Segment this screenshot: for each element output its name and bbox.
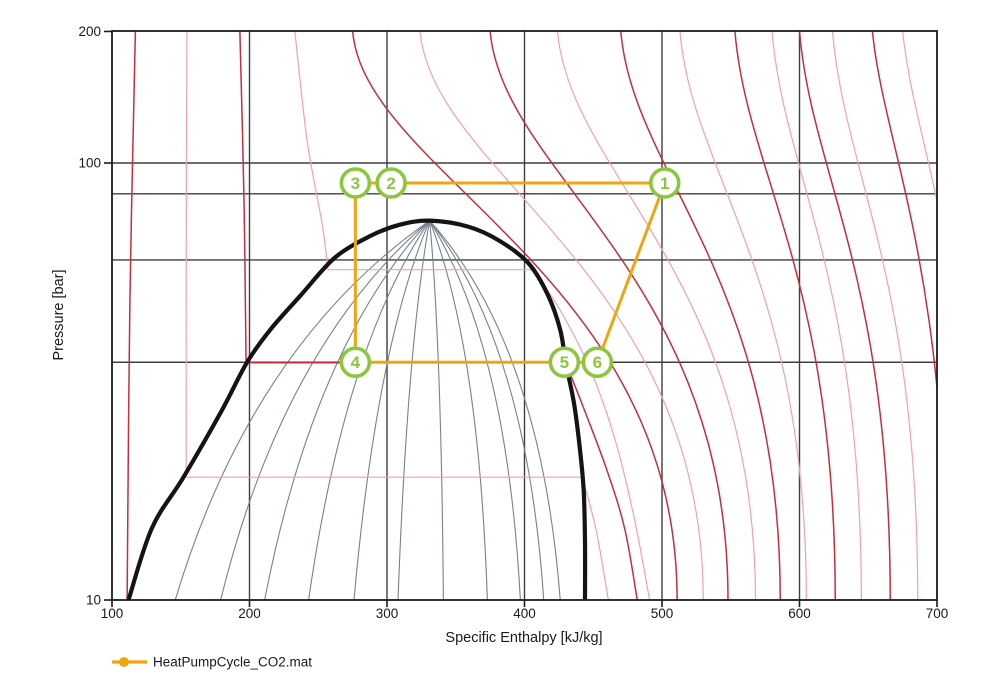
cycle-marker-number: 5 — [560, 353, 569, 372]
saturation-dome — [126, 218, 588, 600]
x-tick-label: 200 — [238, 606, 261, 621]
y-tick-label: 200 — [78, 24, 101, 39]
quality-line — [429, 220, 444, 600]
cycle-marker: 6 — [581, 346, 614, 379]
quality-line — [429, 220, 545, 600]
cycle-marker-number: 2 — [386, 174, 395, 193]
isotherm-supercritical — [831, 31, 919, 600]
quality-line — [264, 220, 431, 600]
quality-line — [308, 220, 431, 600]
x-axis-title: Specific Enthalpy [kJ/kg] — [445, 630, 602, 646]
heat-pump-cycle-path — [353, 181, 667, 364]
isotherm-supercritical — [419, 31, 704, 600]
cycle-marker-circle — [375, 167, 407, 199]
quality-line — [429, 220, 488, 600]
isotherm-supercritical — [734, 31, 836, 600]
x-tick-label: 100 — [101, 606, 124, 621]
isotherm-supercritical — [771, 31, 862, 600]
cycle-marker: 4 — [339, 346, 372, 379]
quality-line — [397, 220, 431, 600]
cycle-marker-circle — [648, 167, 681, 199]
isotherm-supercritical — [620, 31, 781, 600]
grid-lines — [112, 31, 937, 600]
isotherm-supercritical — [871, 31, 937, 396]
x-tick-label: 700 — [926, 606, 949, 621]
quality-line — [429, 220, 521, 600]
quality-line — [353, 220, 431, 600]
cycle-marker: 5 — [548, 346, 581, 379]
isotherm-subcritical — [126, 31, 137, 600]
isotherm-supercritical — [556, 31, 757, 600]
quality-line — [429, 220, 561, 600]
isotherm-supercritical — [798, 31, 891, 600]
quality-lines — [174, 220, 561, 600]
legend-dot-swatch — [119, 657, 129, 667]
saturation-dome-curve — [126, 218, 588, 600]
cycle-marker-number: 6 — [593, 353, 602, 372]
isotherm-supercritical — [351, 31, 678, 600]
x-tick-label: 400 — [513, 606, 536, 621]
y-axis-title: Pressure [bar] — [51, 269, 67, 360]
cycle-marker-circle — [339, 167, 372, 199]
cycle-marker: 2 — [375, 167, 407, 199]
cycle-marker-number: 3 — [351, 174, 360, 193]
cycle-marker: 1 — [648, 167, 681, 199]
isotherm-lines — [126, 31, 937, 600]
isotherm-subcritical — [294, 31, 651, 600]
x-tick-label: 500 — [651, 606, 674, 621]
y-tick-label: 100 — [78, 156, 101, 171]
legend-label: HeatPumpCycle_CO2.mat — [153, 655, 312, 670]
x-tick-label: 300 — [376, 606, 399, 621]
cycle-polyline — [353, 181, 667, 364]
isotherm-supercritical — [679, 31, 807, 600]
cycle-marker: 3 — [339, 167, 372, 199]
cycle-marker-number: 1 — [660, 174, 669, 193]
x-tick-label: 600 — [788, 606, 811, 621]
cycle-marker-circle — [581, 346, 614, 379]
cycle-state-markers: 1 2 3 4 5 6 — [339, 167, 681, 379]
cycle-marker-circle — [548, 346, 581, 379]
quality-line — [174, 220, 430, 600]
isotherm-supercritical — [902, 31, 937, 204]
y-tick-label: 10 — [86, 593, 101, 608]
isotherm-supercritical — [489, 31, 729, 600]
quality-line — [220, 220, 430, 600]
legend: HeatPumpCycle_CO2.mat — [112, 655, 312, 670]
cycle-marker-circle — [339, 346, 372, 379]
cycle-marker-number: 4 — [351, 353, 361, 372]
